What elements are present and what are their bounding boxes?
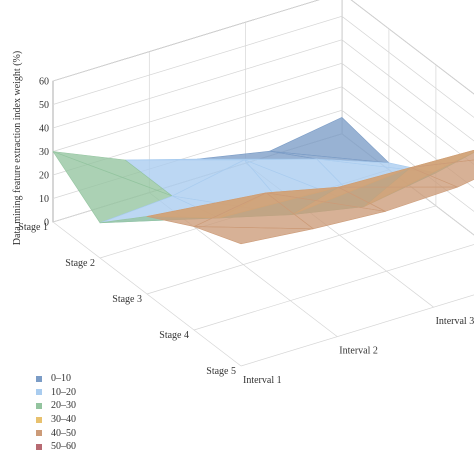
legend-item: 20–30: [36, 399, 76, 413]
interval-tick-label: Interval 1: [243, 375, 282, 386]
floor-gridline: [146, 205, 437, 295]
z-gridline: [52, 15, 474, 118]
legend-label: 0–10: [51, 373, 71, 385]
legend-item: 0–10: [36, 372, 76, 386]
legend-label: 30–40: [51, 414, 76, 426]
legend-label: 20–30: [51, 400, 76, 412]
interval-tick-label: Interval 3: [436, 316, 474, 327]
z-tick-label: 20: [39, 171, 49, 182]
z-tick-label: 0: [44, 218, 49, 229]
legend-swatch: [36, 416, 42, 423]
legend-swatch: [36, 375, 42, 382]
stage-tick-label: Stage 4: [159, 330, 189, 341]
legend-swatch: [36, 443, 42, 450]
z-tick-label: 10: [39, 194, 49, 205]
stage-tick-label: Stage 3: [112, 294, 142, 305]
legend-swatch: [36, 430, 42, 437]
stage-tick-label: Stage 2: [65, 258, 95, 269]
stage-tick-label: Stage 1: [18, 222, 48, 233]
legend-label: 10–20: [51, 386, 76, 398]
stage-tick-label: Stage 5: [206, 366, 236, 377]
legend-item: 10–20: [36, 386, 76, 400]
interval-tick-label: Interval 2: [339, 346, 378, 357]
z-tick-label: 30: [39, 147, 49, 158]
legend-swatch: [36, 402, 42, 409]
legend-item: 40–50: [36, 426, 76, 440]
floor-gridline: [52, 221, 242, 367]
legend-label: 40–50: [51, 427, 76, 439]
chart-axes: 0 10 20 30 40 50 60 Stage 1 Stage 2 Stage 3 Stage …: [18, 77, 474, 387]
legend-item: 50–60: [36, 440, 76, 454]
legend-swatch: [36, 389, 42, 396]
legend-label: 50–60: [51, 441, 76, 453]
floor-gridline: [240, 294, 474, 367]
z-axis-label: Data mining feature extraction index wei…: [12, 51, 23, 245]
z-tick-label: 50: [39, 100, 49, 111]
legend-item: 30–40: [36, 413, 76, 427]
z-tick-label: 60: [39, 77, 49, 88]
surface-plot: [52, 117, 474, 245]
legend: 0–10 10–20 20–30 30–40 40–50 50–60: [36, 372, 76, 454]
surface-facet: [193, 226, 314, 245]
floor-gridline: [193, 244, 474, 331]
z-tick-label: 40: [39, 124, 49, 135]
